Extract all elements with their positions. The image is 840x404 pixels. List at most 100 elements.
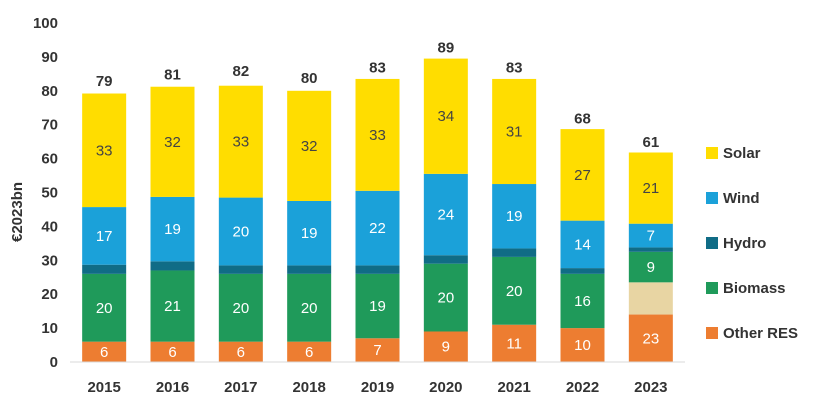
bar-segment-biomass <box>218 273 263 342</box>
data-label: 7 <box>647 228 655 245</box>
bar-segment-wind <box>82 207 127 265</box>
bar-segment-solar <box>628 152 673 224</box>
y-tick-label: 70 <box>41 117 58 134</box>
data-label: 32 <box>301 138 318 155</box>
bar-segment-wind <box>628 223 673 248</box>
bar-segment-solar <box>423 58 468 174</box>
legend-swatch-other-res <box>706 327 718 339</box>
bar-segment-other-res <box>423 331 468 362</box>
data-label: 19 <box>506 208 523 225</box>
legend-label-wind: Wind <box>723 190 760 207</box>
bar-segment-other-res <box>355 338 400 362</box>
bar-segment-wind <box>150 196 195 262</box>
bar-segment-wind <box>355 190 400 266</box>
bar-segment-other-res <box>287 341 332 362</box>
x-tick-label: 2016 <box>156 379 189 396</box>
bar-segment-hydro <box>355 265 400 274</box>
bar-segment-hydro <box>628 247 673 252</box>
legend: Solar Wind Hydro Biomass Other RES <box>706 145 798 342</box>
data-label: 10 <box>574 337 591 354</box>
x-tick-label: 2021 <box>497 379 530 396</box>
bar-segment-solar <box>287 90 332 201</box>
data-label: 20 <box>437 290 454 307</box>
bar-segment-other-res <box>560 328 605 362</box>
data-label: 32 <box>164 134 181 151</box>
data-label: 19 <box>164 221 181 238</box>
x-tick-label: 2018 <box>292 379 325 396</box>
y-tick-label: 30 <box>41 252 58 269</box>
y-tick-label: 80 <box>41 83 58 100</box>
y-tick-label: 100 <box>33 15 58 32</box>
data-label: 11 <box>506 335 522 352</box>
bar-segment-wind <box>423 173 468 256</box>
y-tick-label: 50 <box>41 185 58 202</box>
bar-segment-other-res <box>150 341 195 362</box>
y-axis-title: €2023bn <box>9 182 26 242</box>
data-label: 33 <box>232 134 249 151</box>
data-label: 20 <box>232 223 249 240</box>
data-label: 6 <box>305 344 313 361</box>
legend-label-solar: Solar <box>723 145 761 162</box>
bar-segment-other <box>628 282 673 315</box>
y-tick-label: 20 <box>41 286 58 303</box>
data-label: 17 <box>96 228 113 245</box>
data-label: 16 <box>574 293 591 310</box>
total-label: 83 <box>369 60 386 77</box>
total-label: 68 <box>574 110 591 127</box>
bar-segment-other-res <box>492 324 537 362</box>
data-label: 20 <box>506 283 523 300</box>
bar-segment-other-res <box>82 341 127 362</box>
x-tick-label: 2023 <box>634 379 667 396</box>
x-tick-label: 2017 <box>224 379 257 396</box>
bar-segment-hydro <box>218 265 263 274</box>
total-label: 61 <box>642 134 659 151</box>
y-axis: 0 10 20 30 40 50 60 70 80 90 100 <box>33 15 58 371</box>
data-label: 27 <box>574 167 591 184</box>
bar-segment-hydro <box>82 264 127 274</box>
data-label: 20 <box>96 300 113 317</box>
bar-segment-biomass <box>492 256 537 325</box>
bar-segment-solar <box>218 85 263 198</box>
data-label: 21 <box>164 298 181 315</box>
data-label: 19 <box>369 298 386 315</box>
legend-swatch-solar <box>706 147 718 159</box>
total-label: 89 <box>437 39 454 56</box>
bar-segment-biomass <box>355 273 400 339</box>
total-label: 82 <box>232 63 249 80</box>
data-label: 14 <box>574 236 591 253</box>
x-tick-label: 2022 <box>566 379 599 396</box>
data-label: 20 <box>301 300 318 317</box>
bar-segment-solar <box>560 129 605 221</box>
data-label: 6 <box>237 344 245 361</box>
data-label: 34 <box>437 108 454 125</box>
data-label: 23 <box>642 330 659 347</box>
y-tick-label: 60 <box>41 151 58 168</box>
legend-label-other-res: Other RES <box>723 325 798 342</box>
bar-segment-biomass <box>287 273 332 342</box>
y-tick-label: 10 <box>41 320 58 337</box>
data-label: 9 <box>442 339 450 356</box>
bar-segment-hydro <box>423 255 468 264</box>
y-tick-label: 0 <box>50 354 58 371</box>
total-label: 79 <box>96 73 113 90</box>
legend-label-hydro: Hydro <box>723 235 766 252</box>
total-label: 81 <box>164 66 181 83</box>
bar-segment-other-res <box>628 314 673 362</box>
x-tick-label: 2019 <box>361 379 394 396</box>
bar-segment-solar <box>150 86 195 197</box>
bar-segment-hydro <box>560 268 605 274</box>
data-label: 20 <box>232 300 249 317</box>
data-label: 9 <box>647 259 655 276</box>
legend-swatch-hydro <box>706 237 718 249</box>
data-label: 33 <box>369 127 386 144</box>
x-axis: 2015 2016 2017 2018 2019 2020 2021 2022 2023 <box>70 361 685 396</box>
x-tick-label: 2015 <box>87 379 120 396</box>
bar-segment-hydro <box>287 265 332 274</box>
data-label: 6 <box>100 344 108 361</box>
bar-segment-hydro <box>492 248 537 257</box>
data-label: 24 <box>437 207 454 224</box>
bars: 6201733796211932816202033826201932807192… <box>82 39 673 362</box>
bar-segment-biomass <box>628 251 673 283</box>
bar-segment-solar <box>355 78 400 191</box>
